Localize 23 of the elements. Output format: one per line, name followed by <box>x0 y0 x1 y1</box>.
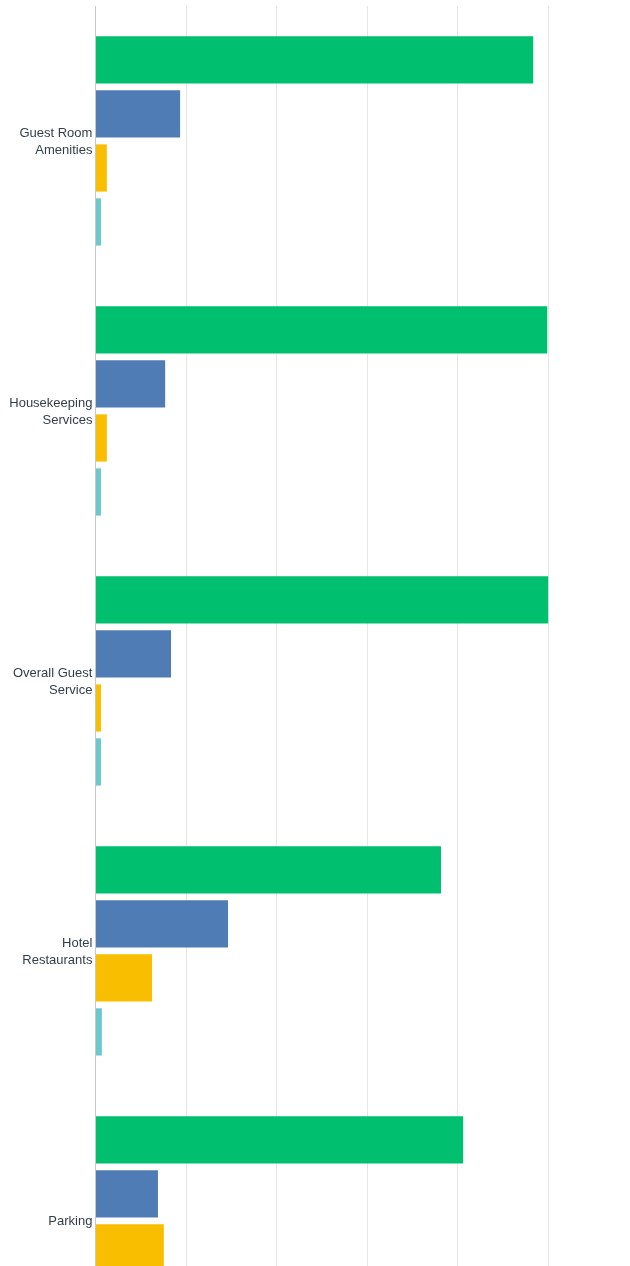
y-tick-label: Guest Room Amenities <box>19 125 93 157</box>
bar <box>96 954 153 1002</box>
bar <box>96 36 534 84</box>
bar <box>96 1170 158 1218</box>
bar <box>96 414 107 462</box>
y-tick-label: Housekeeping Services <box>9 395 93 427</box>
bar <box>96 90 181 138</box>
bar <box>96 1116 464 1164</box>
y-tick-label: Overall Guest Service <box>12 665 93 697</box>
bar <box>96 1008 102 1056</box>
bar <box>96 198 101 246</box>
bar <box>96 468 101 516</box>
bar <box>96 900 229 948</box>
bar <box>96 684 101 732</box>
y-tick-label: Parking <box>48 1213 93 1229</box>
y-tick-label: Hotel Restaurants <box>22 935 93 967</box>
bar <box>96 360 166 408</box>
bar <box>96 846 441 894</box>
bar <box>96 144 107 192</box>
bar <box>96 630 172 678</box>
bar <box>96 576 549 624</box>
bar <box>96 306 548 354</box>
bar <box>96 738 101 786</box>
